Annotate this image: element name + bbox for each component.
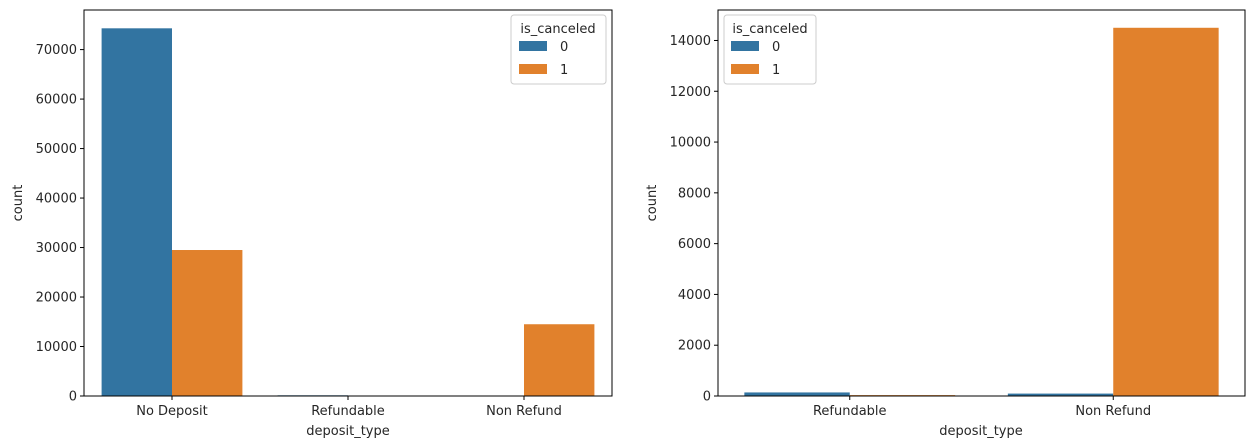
bar-left-0-0 (101, 28, 172, 397)
plot-frame-left (83, 9, 613, 397)
bar-right-0-0 (744, 392, 850, 396)
y-tick-label-left-4: 40000 (36, 192, 77, 207)
x-tick-label-left-1: Refundable (311, 404, 385, 419)
x-tick-label-left-0: No Deposit (136, 404, 208, 419)
x-ticks-left: No Deposit Refundable Non Refund (136, 396, 562, 419)
y-tick-label-left-6: 60000 (36, 93, 77, 108)
chart-right: 0 2000 4000 6000 8000 10000 12000 14000 Refunda… (645, 9, 1246, 439)
legend-swatch-left-1 (519, 64, 547, 74)
y-tick-label-right-0: 0 (703, 390, 711, 405)
y-tick-label-right-1: 2000 (678, 339, 711, 354)
legend-label-right-0: 0 (772, 40, 780, 55)
bar-right-1-0 (1007, 393, 1114, 396)
y-tick-label-left-7: 70000 (36, 43, 77, 58)
y-ticks-left: 0 10000 20000 30000 40000 50000 60000 70000 (36, 43, 84, 405)
bar-left-0-1 (172, 250, 243, 396)
legend-label-right-1: 1 (772, 63, 780, 78)
legend-swatch-right-0 (731, 41, 759, 51)
x-tick-label-left-2: Non Refund (486, 404, 562, 419)
bar-left-2-1 (524, 324, 595, 396)
x-axis-label-left: deposit_type (306, 424, 389, 439)
y-tick-label-left-5: 50000 (36, 142, 77, 157)
legend-label-left-1: 1 (560, 63, 568, 78)
chart-left: 0 10000 20000 30000 40000 50000 60000 70000 No … (11, 9, 613, 439)
y-tick-label-left-3: 30000 (36, 241, 77, 256)
bars-left (101, 28, 595, 397)
bar-right-1-1 (1113, 27, 1219, 397)
y-axis-label-right: count (645, 185, 660, 222)
y-tick-label-right-3: 6000 (678, 237, 711, 252)
y-tick-label-right-7: 14000 (670, 34, 711, 49)
plot-frame-right (717, 9, 1246, 397)
legend-left: is_canceled 0 1 (510, 14, 607, 85)
y-tick-label-right-6: 12000 (670, 85, 711, 100)
y-tick-label-left-1: 10000 (36, 340, 77, 355)
x-axis-label-right: deposit_type (939, 424, 1022, 439)
bars-right (744, 27, 1219, 397)
legend-swatch-left-0 (519, 41, 547, 51)
legend-title-left: is_canceled (520, 22, 595, 37)
y-tick-label-right-2: 4000 (678, 288, 711, 303)
x-tick-label-right-1: Non Refund (1075, 404, 1151, 419)
legend-swatch-right-1 (731, 64, 759, 74)
y-tick-label-right-5: 10000 (670, 136, 711, 151)
y-tick-label-right-4: 8000 (678, 186, 711, 201)
legend-right: is_canceled 0 1 (723, 14, 817, 85)
legend-label-left-0: 0 (560, 40, 568, 55)
y-axis-label-left: count (11, 185, 26, 222)
y-ticks-right: 0 2000 4000 6000 8000 10000 12000 14000 (670, 34, 718, 405)
y-tick-label-left-2: 20000 (36, 291, 77, 306)
x-ticks-right: Refundable Non Refund (813, 396, 1151, 419)
legend-title-right: is_canceled (732, 22, 807, 37)
x-tick-label-right-0: Refundable (813, 404, 887, 419)
y-tick-label-left-0: 0 (69, 390, 77, 405)
